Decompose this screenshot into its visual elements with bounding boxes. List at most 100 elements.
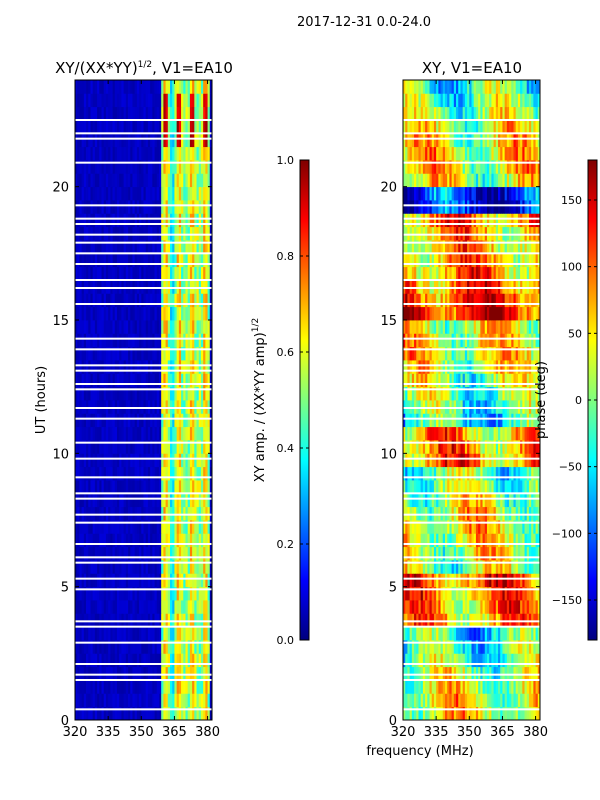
amplitude-cell [192, 360, 195, 374]
amplitude-cell [189, 146, 193, 161]
amplitude-cell [90, 306, 94, 321]
phase-cell [427, 640, 430, 654]
amplitude-cell [97, 506, 100, 521]
amplitude-cell [189, 400, 193, 414]
amplitude-cell [132, 426, 136, 441]
amplitude-cell [125, 586, 129, 601]
amplitude-cell [116, 693, 120, 708]
amplitude-cell [86, 80, 89, 94]
phase-cell [409, 493, 413, 508]
amplitude-cell [200, 120, 204, 134]
amplitude-cell [123, 426, 127, 441]
phase-cell [480, 413, 483, 428]
amplitude-cell [79, 346, 83, 361]
amplitude-cell [158, 546, 162, 561]
phase-cell [444, 613, 448, 628]
phase-cell [504, 533, 508, 548]
amplitude-cell [112, 586, 116, 601]
amplitude-cell [92, 506, 96, 521]
amplitude-cell [205, 373, 208, 388]
amplitude-cell [156, 440, 160, 454]
amplitude-cell [139, 626, 142, 641]
amplitude-cell [125, 120, 129, 134]
amplitude-cell [154, 520, 158, 534]
amplitude-cell [92, 173, 96, 188]
phase-cell [418, 613, 422, 628]
amplitude-cell [194, 373, 197, 388]
phase-cell [442, 306, 446, 321]
phase-cell [451, 573, 455, 588]
amplitude-cell [143, 653, 147, 668]
phase-cell [444, 466, 448, 481]
phase-cell [489, 493, 492, 508]
phase-cell [403, 333, 406, 348]
phase-cell [484, 506, 488, 521]
phase-cell [511, 640, 514, 654]
amplitude-cell [141, 453, 144, 468]
amplitude-cell [75, 93, 78, 108]
amplitude-cell [172, 226, 175, 241]
amplitude-cell [152, 413, 155, 428]
phase-cell [471, 493, 475, 508]
amplitude-cell [88, 640, 91, 654]
phase-cell [418, 680, 422, 694]
amplitude-cell [205, 320, 208, 334]
phase-cell [447, 493, 450, 508]
data-gap [75, 521, 212, 524]
phase-cell [409, 466, 413, 481]
phase-cell [418, 626, 422, 641]
phase-cell [484, 600, 488, 614]
phase-cell [403, 493, 406, 508]
phase-cell [469, 386, 472, 401]
phase-cell [438, 693, 441, 708]
phase-cell [484, 346, 488, 361]
phase-cell [491, 320, 494, 334]
phase-cell [504, 600, 508, 614]
amplitude-cell [152, 600, 155, 614]
phase-cell [467, 360, 470, 374]
phase-cell [506, 533, 510, 548]
phase-cell [528, 373, 532, 388]
amplitude-cell [134, 93, 138, 108]
phase-cell [420, 533, 424, 548]
amplitude-cell [198, 253, 202, 268]
amplitude-cell [94, 200, 98, 214]
phase-cell [482, 640, 486, 654]
phase-cell [438, 386, 441, 401]
phase-cell [405, 333, 408, 348]
amplitude-cell [123, 320, 127, 334]
amplitude-cell [112, 160, 116, 174]
amplitude-cell [189, 333, 193, 348]
phase-cell [473, 573, 477, 588]
amplitude-cell [86, 146, 89, 161]
amplitude-cell [189, 360, 193, 374]
amplitude-cell [132, 546, 136, 561]
phase-cell [491, 400, 494, 414]
amplitude-cell [147, 440, 151, 454]
amplitude-cell [207, 426, 211, 441]
amplitude-cell [81, 440, 85, 454]
phase-cell [460, 640, 464, 654]
phase-cell [473, 493, 477, 508]
amplitude-cell [92, 586, 96, 601]
amplitude-cell [121, 346, 125, 361]
amplitude-cell [134, 573, 138, 588]
amplitude-cell [194, 333, 197, 348]
phase-cell [504, 693, 508, 708]
amplitude-cell [86, 240, 89, 254]
phase-cell [425, 653, 428, 668]
amplitude-cell [207, 226, 211, 241]
phase-cell [464, 413, 468, 428]
phase-cell [429, 653, 433, 668]
amplitude-cell [112, 346, 116, 361]
amplitude-cell [152, 186, 155, 201]
amplitude-cell [209, 453, 213, 468]
phase-cell [411, 573, 415, 588]
amplitude-cell [165, 346, 169, 361]
amplitude-cell [165, 480, 169, 494]
amplitude-cell [132, 466, 136, 481]
amplitude-cell [147, 93, 151, 108]
amplitude-cell [172, 146, 175, 161]
phase-cell [520, 560, 523, 574]
phase-cell [422, 360, 426, 374]
